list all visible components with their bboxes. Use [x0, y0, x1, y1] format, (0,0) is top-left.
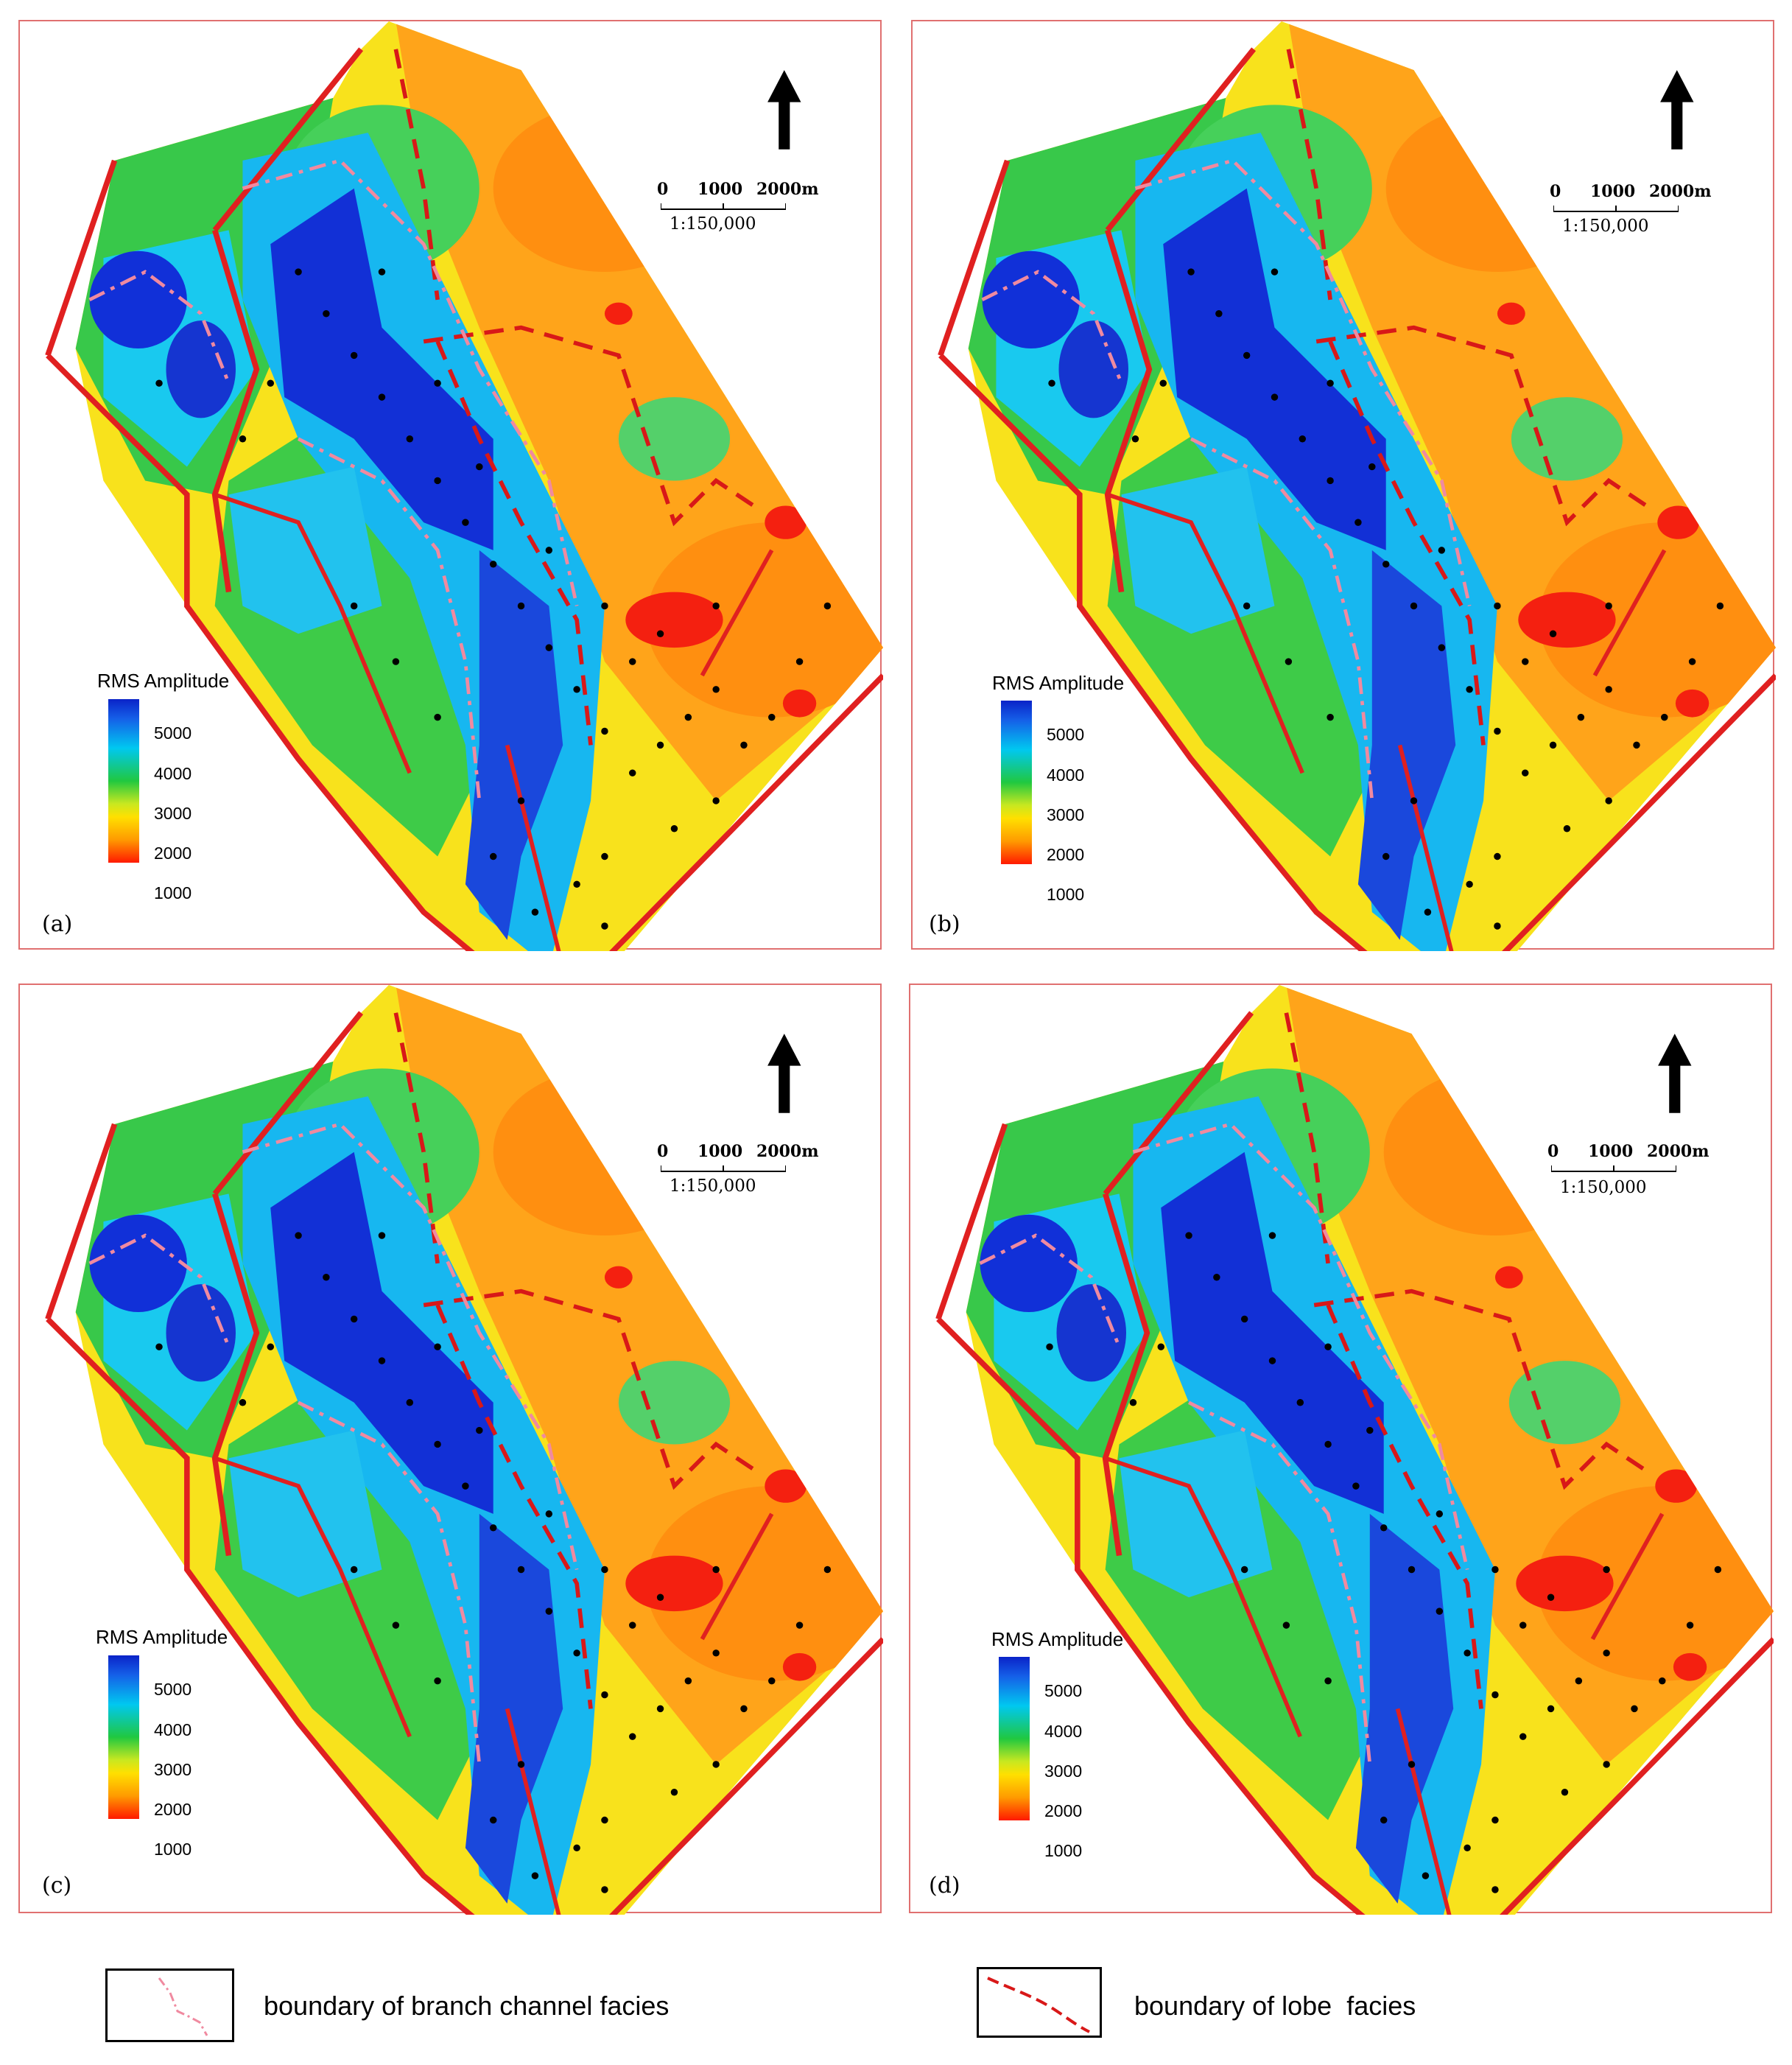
scale-label: 2000m — [1647, 1142, 1710, 1161]
branch-channel-legend-label: boundary of branch channel facies — [264, 1991, 670, 2021]
colorbar-tick: 1000 — [154, 883, 192, 902]
colorbar-tick: 3000 — [1044, 1761, 1083, 1781]
colorbar — [108, 1655, 139, 1819]
scale-label: 1000 — [1588, 1142, 1634, 1161]
rms-amplitude-map — [913, 21, 1776, 951]
colorbar-title: RMS Amplitude — [97, 670, 230, 692]
colorbar-tick: 3000 — [1047, 805, 1085, 824]
panel-label: (b) — [929, 911, 960, 937]
branch-channel-line-icon — [158, 1977, 208, 2036]
colorbar — [999, 1657, 1030, 1820]
colorbar-tick: 2000 — [154, 844, 192, 863]
colorbar-tick: 3000 — [154, 1760, 192, 1779]
scale-label: 1000 — [698, 180, 743, 199]
colorbar — [108, 699, 139, 863]
map-panel-d: (d) RMS Amplitude 5000 4000 3000 2000 10… — [909, 984, 1772, 1913]
scale-label: 1000 — [1590, 182, 1636, 201]
colorbar-tick: 5000 — [154, 723, 192, 743]
scale-bar — [661, 1165, 786, 1172]
rms-amplitude-map — [910, 985, 1774, 1915]
colorbar-tick: 1000 — [1047, 885, 1085, 904]
scale-ratio: 1:150,000 — [1562, 217, 1649, 236]
colorbar-tick: 4000 — [154, 1720, 192, 1739]
colorbar-tick: 5000 — [154, 1680, 192, 1699]
scale-label: 1000 — [698, 1142, 743, 1161]
scale-bar — [1551, 1165, 1676, 1172]
colorbar-tick: 2000 — [1047, 845, 1085, 864]
scale-bar — [661, 203, 786, 210]
colorbar-tick: 2000 — [1044, 1801, 1083, 1820]
colorbar-tick: 4000 — [154, 764, 192, 783]
scale-label: 2000m — [756, 180, 819, 199]
branch-channel-key — [105, 1968, 234, 2042]
scale-label: 0 — [1550, 182, 1561, 201]
colorbar — [1001, 701, 1032, 864]
lobe-line-icon — [987, 1977, 1090, 2033]
colorbar-tick: 1000 — [154, 1840, 192, 1859]
map-panel-b: (b) RMS Amplitude 5000 4000 3000 2000 10… — [911, 20, 1774, 950]
colorbar-tick: 4000 — [1047, 765, 1085, 785]
colorbar-tick: 4000 — [1044, 1722, 1083, 1741]
panel-label: (d) — [929, 1873, 960, 1899]
rms-amplitude-map — [20, 985, 883, 1915]
lobe-legend-label: boundary of lobe facies — [1134, 1991, 1416, 2021]
scale-label: 0 — [657, 180, 669, 199]
colorbar-tick: 2000 — [154, 1800, 192, 1819]
colorbar-tick: 1000 — [1044, 1841, 1083, 1860]
scale-ratio: 1:150,000 — [1560, 1178, 1647, 1197]
panel-label: (c) — [42, 1873, 72, 1899]
scale-label: 0 — [657, 1142, 669, 1161]
map-panel-a: (a) RMS Amplitude 5000 4000 3000 2000 10… — [18, 20, 882, 950]
colorbar-tick: 5000 — [1044, 1681, 1083, 1700]
colorbar-title: RMS Amplitude — [992, 672, 1125, 694]
panel-label: (a) — [42, 911, 73, 937]
scale-label: 2000m — [756, 1142, 819, 1161]
scale-label: 2000m — [1649, 182, 1712, 201]
colorbar-tick: 5000 — [1047, 725, 1085, 744]
map-panel-c: (c) RMS Amplitude 5000 4000 3000 2000 10… — [18, 984, 882, 1913]
colorbar-title: RMS Amplitude — [96, 1626, 228, 1648]
scale-bar — [1553, 206, 1679, 212]
scale-ratio: 1:150,000 — [670, 214, 756, 234]
rms-amplitude-map — [20, 21, 883, 951]
colorbar-title: RMS Amplitude — [991, 1628, 1124, 1650]
colorbar-tick: 3000 — [154, 804, 192, 823]
lobe-key — [977, 1967, 1102, 2038]
scale-label: 0 — [1547, 1142, 1559, 1161]
scale-ratio: 1:150,000 — [670, 1177, 756, 1196]
